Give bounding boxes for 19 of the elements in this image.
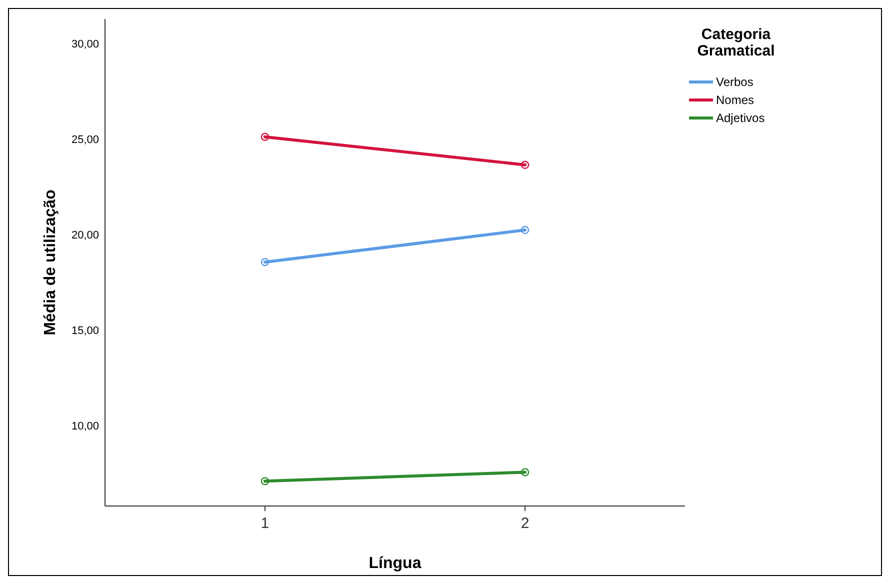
y-axis-title: Média de utilização — [42, 189, 59, 336]
point — [260, 477, 270, 486]
x-tick-label: 1 — [260, 515, 270, 532]
x-tick-label: 2 — [520, 515, 530, 532]
y-tick-label: 30,00 — [71, 38, 99, 51]
legend-label: Nomes — [716, 93, 754, 108]
point — [260, 258, 270, 266]
legend-label: Adjetivos — [716, 111, 765, 126]
y-tick-label: 25,00 — [71, 134, 99, 146]
x-axis-title: Língua — [368, 555, 422, 572]
legend-label: Verbos — [716, 75, 754, 90]
y-tick-label: 20,00 — [71, 230, 99, 242]
point — [520, 160, 530, 170]
legend-title: Categoria Gramatical — [697, 26, 775, 60]
point — [260, 132, 270, 141]
y-tick-label: 15,00 — [71, 325, 99, 338]
y-tick-label: 10,00 — [71, 420, 99, 433]
point — [520, 468, 530, 476]
point — [520, 226, 530, 234]
